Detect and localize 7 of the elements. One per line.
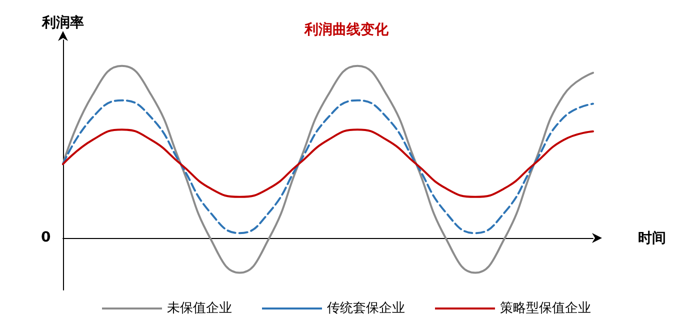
x-axis-title: 时间	[638, 230, 666, 246]
text: 0	[41, 229, 51, 246]
legend-label: 未保值企业	[167, 301, 232, 316]
legend-label: 策略型保值企业	[500, 301, 591, 316]
chart-title: 利润曲线变化	[304, 21, 390, 38]
legend-label: 传统套保企业	[327, 301, 405, 316]
y-axis-title: 利润率	[41, 14, 84, 31]
